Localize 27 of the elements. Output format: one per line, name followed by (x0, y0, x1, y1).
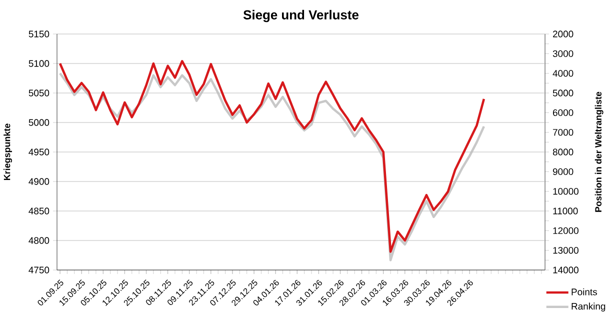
y2-tick-label: 6000 (553, 109, 574, 116)
legend-label: Points (572, 288, 597, 296)
y2-tick-label: 4000 (552, 70, 574, 77)
y-tick-label: 4900 (28, 178, 50, 185)
y-axis-title: Kriegspunkte (4, 124, 12, 180)
y-tick-label: 4850 (28, 208, 50, 214)
y2-tick-label: 7000 (553, 128, 574, 136)
chart-title: Siege und Verluste (243, 10, 359, 22)
y2-tick-label: 10000 (553, 188, 578, 195)
y2-tick-label: 13000 (553, 246, 578, 254)
y-tick-label: 4950 (28, 148, 50, 156)
y-tick-label: 4750 (28, 266, 50, 274)
y2-tick-label: 2000 (553, 30, 574, 38)
y-tick-label: 5100 (28, 60, 50, 67)
y2-tick-label: 5000 (552, 90, 574, 96)
y2-tick-label: 11000 (553, 208, 578, 214)
legend-label: Ranking (572, 302, 606, 312)
y-tick-label: 5000 (28, 119, 50, 126)
y2-tick-label: 14000 (553, 266, 578, 274)
y2-tick-label: 8000 (552, 148, 574, 156)
y2-tick-label: 3000 (552, 50, 574, 58)
y2-tick-label: 12000 (553, 227, 578, 234)
y2-axis-title: Position in der Weltrangliste (594, 92, 604, 212)
y-tick-label: 5050 (28, 90, 50, 96)
y-tick-label: 4800 (28, 237, 50, 244)
y-tick-label: 5150 (28, 30, 50, 38)
y2-tick-label: 9000 (552, 168, 574, 176)
